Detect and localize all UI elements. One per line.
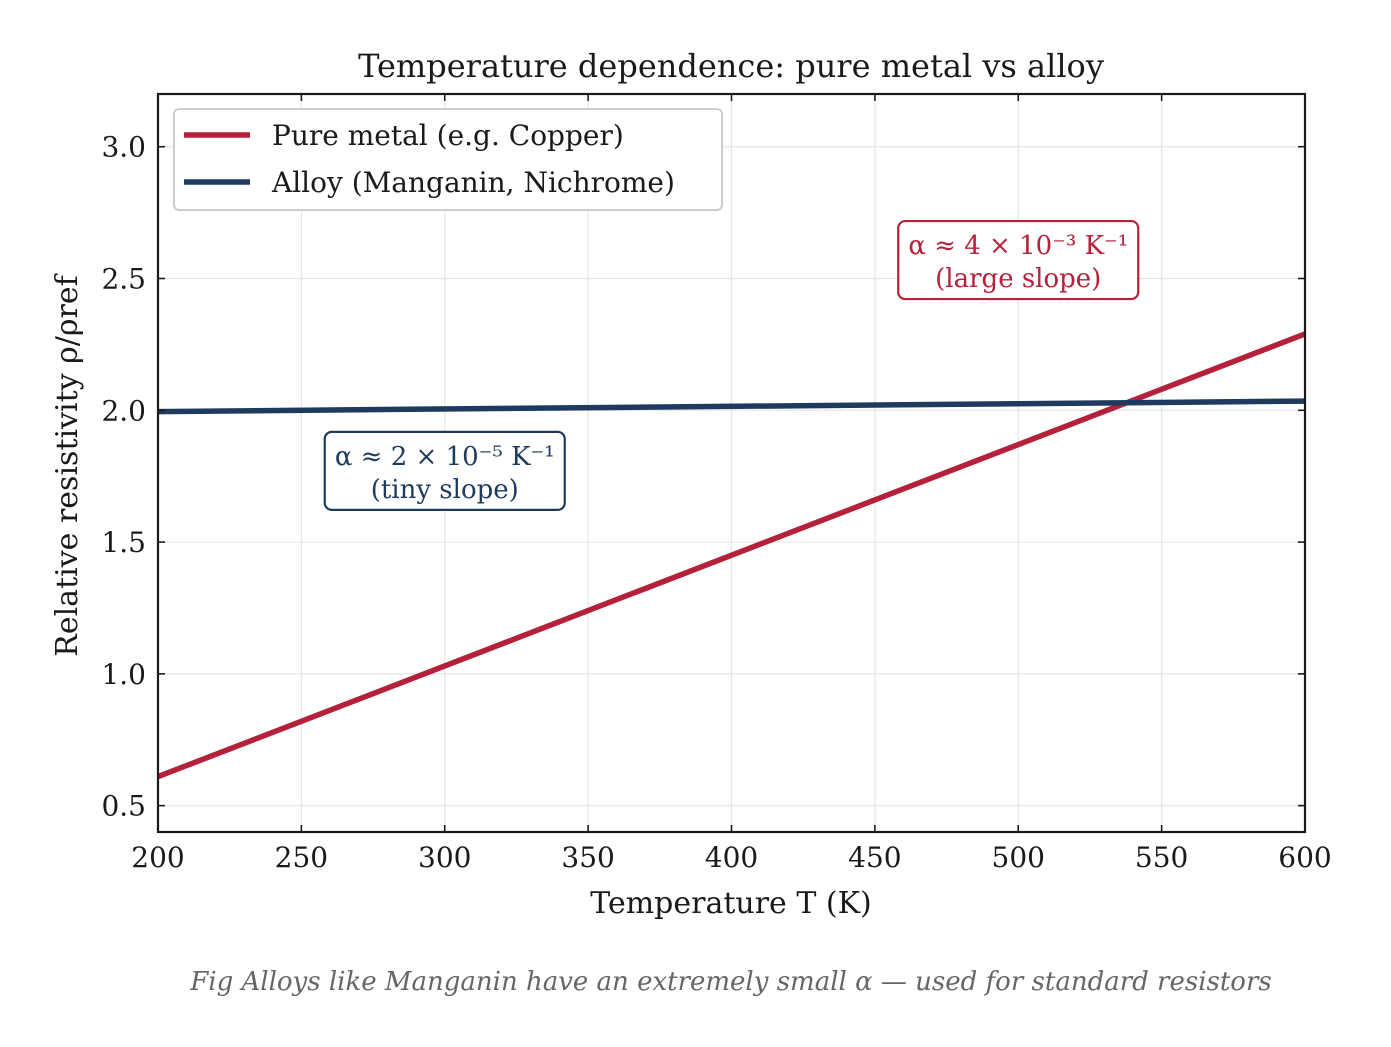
annotation-formula-2: α ≈ 2 × 10⁻⁵ K⁻¹	[335, 442, 555, 472]
x-tick-label: 600	[1278, 841, 1331, 874]
annotation-formula-1: α ≈ 4 × 10⁻³ K⁻¹	[908, 231, 1128, 261]
x-tick-label: 300	[418, 841, 471, 874]
annotation-layer: α ≈ 4 × 10⁻³ K⁻¹(large slope) α ≈ 2 × 10⁻…	[323, 219, 1140, 512]
legend-box	[173, 108, 723, 211]
x-axis-label: Temperature T (K)	[590, 886, 871, 921]
tick-layer: 200 250 300 350 400 450 500 550 600 0.5 1.0 1.5 2.0 2…	[101, 94, 1332, 874]
x-tick-label: 550	[1135, 841, 1188, 874]
y-tick-label: 1.0	[101, 658, 146, 691]
figure-caption: Fig Alloys like Manganin have an extreme…	[189, 967, 1272, 997]
y-tick-label: 2.5	[101, 263, 146, 296]
x-tick-label: 350	[561, 841, 614, 874]
series-layer	[157, 331, 1306, 780]
series-line-1	[157, 331, 1306, 780]
x-tick-label: 500	[992, 841, 1045, 874]
x-tick-label: 200	[131, 841, 184, 874]
series-line-2	[157, 398, 1306, 415]
annotation-note-2: (tiny slope)	[371, 475, 519, 505]
y-axis-label: Relative resistivity ρ/ρref	[50, 273, 85, 656]
chart-title: Temperature dependence: pure metal vs al…	[358, 47, 1104, 85]
x-tick-label: 450	[848, 841, 901, 874]
y-tick-label: 0.5	[101, 790, 146, 823]
y-tick-label: 2.0	[101, 394, 146, 427]
legend: Pure metal (e.g. Copper) Alloy (Manganin,…	[173, 108, 723, 211]
y-tick-label: 3.0	[101, 131, 146, 164]
legend-label-1: Pure metal (e.g. Copper)	[272, 119, 624, 152]
legend-label-2: Alloy (Manganin, Nichrome)	[271, 166, 675, 199]
y-tick-label: 1.5	[101, 526, 146, 559]
annotation-box-1	[897, 219, 1140, 301]
annotation-note-1: (large slope)	[935, 264, 1101, 294]
x-tick-label: 400	[705, 841, 758, 874]
x-tick-label: 250	[275, 841, 328, 874]
annotation-box-2	[323, 430, 566, 512]
